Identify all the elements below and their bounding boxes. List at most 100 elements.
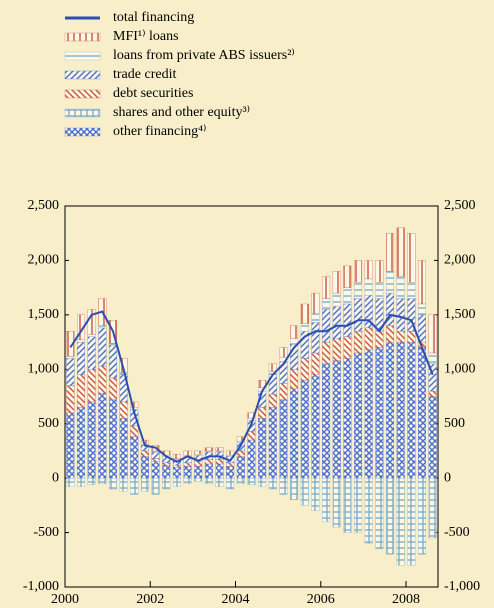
bar-segment (418, 260, 427, 305)
bar-segment (194, 461, 203, 467)
bar-segment (407, 341, 416, 479)
bar-segment (66, 356, 75, 359)
bar-segment (247, 412, 256, 419)
plot-frame (64, 205, 439, 588)
bar-segment (332, 305, 341, 339)
bar-segment (76, 341, 85, 375)
bar-segment (268, 477, 277, 490)
bar-segment (268, 363, 277, 372)
x-tick-label: 2004 (222, 592, 250, 607)
y2-tick-label: -500 (444, 525, 470, 540)
bar-segment (343, 477, 352, 533)
bar-segment (140, 450, 149, 457)
bar-segment (332, 271, 341, 294)
bar-segment (76, 477, 85, 488)
bar-segment (332, 360, 341, 479)
bar-segment (87, 477, 96, 485)
bar-segment (418, 347, 427, 479)
bar-segment (204, 477, 213, 484)
bar-segment (428, 390, 437, 397)
bar-segment (194, 466, 203, 479)
bar-segment (226, 450, 235, 456)
bar-segment (87, 334, 96, 337)
legend-swatch (64, 32, 101, 42)
bar-segment (322, 276, 331, 299)
bar-segment (194, 450, 203, 455)
y-tick-label: 2,500 (28, 198, 60, 213)
bar-segment (375, 477, 384, 550)
bar-segment (108, 477, 117, 490)
bar-segment (215, 447, 224, 452)
bar-segment (98, 327, 107, 367)
bar-segment (119, 401, 128, 419)
bar-segment (162, 477, 171, 490)
bar-segment (279, 383, 288, 400)
bar-segment (268, 394, 277, 408)
bar-segment (247, 477, 256, 485)
y-tick-label: -1,000 (23, 579, 59, 594)
x-tick-label: 2008 (392, 592, 420, 607)
bar-segment (375, 282, 384, 299)
bar-segment (407, 233, 416, 283)
bar-segment (130, 425, 139, 437)
bar-segment (151, 451, 160, 459)
bar-segment (215, 477, 224, 488)
bar-segment (98, 325, 107, 329)
bar-segment (279, 347, 288, 358)
bar-segment (279, 477, 288, 495)
bar-segment (428, 477, 437, 539)
bar-segment (172, 467, 181, 479)
bar-segment (151, 477, 160, 495)
bar-segment (322, 341, 331, 364)
bar-segment (226, 466, 235, 479)
bar-segment (343, 336, 352, 359)
y-tick-label: 1,500 (28, 307, 60, 322)
y2-tick-label: 2,000 (444, 253, 476, 268)
bar-segment (76, 339, 85, 343)
bar-segment (87, 369, 96, 403)
bar-segment (108, 345, 117, 379)
y2-tick-label: 500 (444, 416, 465, 431)
bar-segment (418, 303, 427, 316)
legend-swatch (64, 127, 101, 137)
bar-segment (140, 477, 149, 492)
bar-segment (215, 450, 224, 453)
bar-segment (386, 292, 395, 326)
bar-segment (172, 477, 181, 488)
bar-segment (354, 477, 363, 533)
bar-segment (162, 464, 171, 479)
bar-segment (354, 352, 363, 479)
bar-segment (364, 278, 373, 296)
bar-segment (66, 358, 75, 386)
bar-segment (332, 477, 341, 528)
bar-segment (290, 325, 299, 339)
bar-segment (354, 298, 363, 332)
bar-segment (66, 412, 75, 479)
bar-segment (386, 477, 395, 555)
bar-segment (98, 393, 107, 479)
y-tick-label: 500 (38, 416, 59, 431)
x-tick-label: 2000 (51, 592, 79, 607)
bar-segment (354, 260, 363, 283)
bar-segment (311, 374, 320, 479)
bar-segment (215, 463, 224, 479)
bar-segment (194, 477, 203, 482)
x-tick-label: 2002 (136, 592, 164, 607)
y-tick-label: 1,000 (28, 362, 60, 377)
legend-label: total financing (113, 10, 194, 25)
bar-segment (108, 399, 117, 479)
bar-segment (343, 303, 352, 337)
bar-segment (204, 450, 213, 453)
bar-segment (300, 358, 309, 381)
legend-label: MFI¹⁾ loans (113, 29, 179, 44)
bar-segment (396, 331, 405, 343)
legend-swatch (64, 70, 101, 80)
bar-segment (343, 287, 352, 305)
bar-segment (354, 331, 363, 354)
bar-segment (151, 461, 160, 479)
bar-segment (236, 456, 245, 479)
bar-segment (300, 380, 309, 479)
bar-segment (66, 385, 75, 413)
bar-segment (183, 477, 192, 484)
